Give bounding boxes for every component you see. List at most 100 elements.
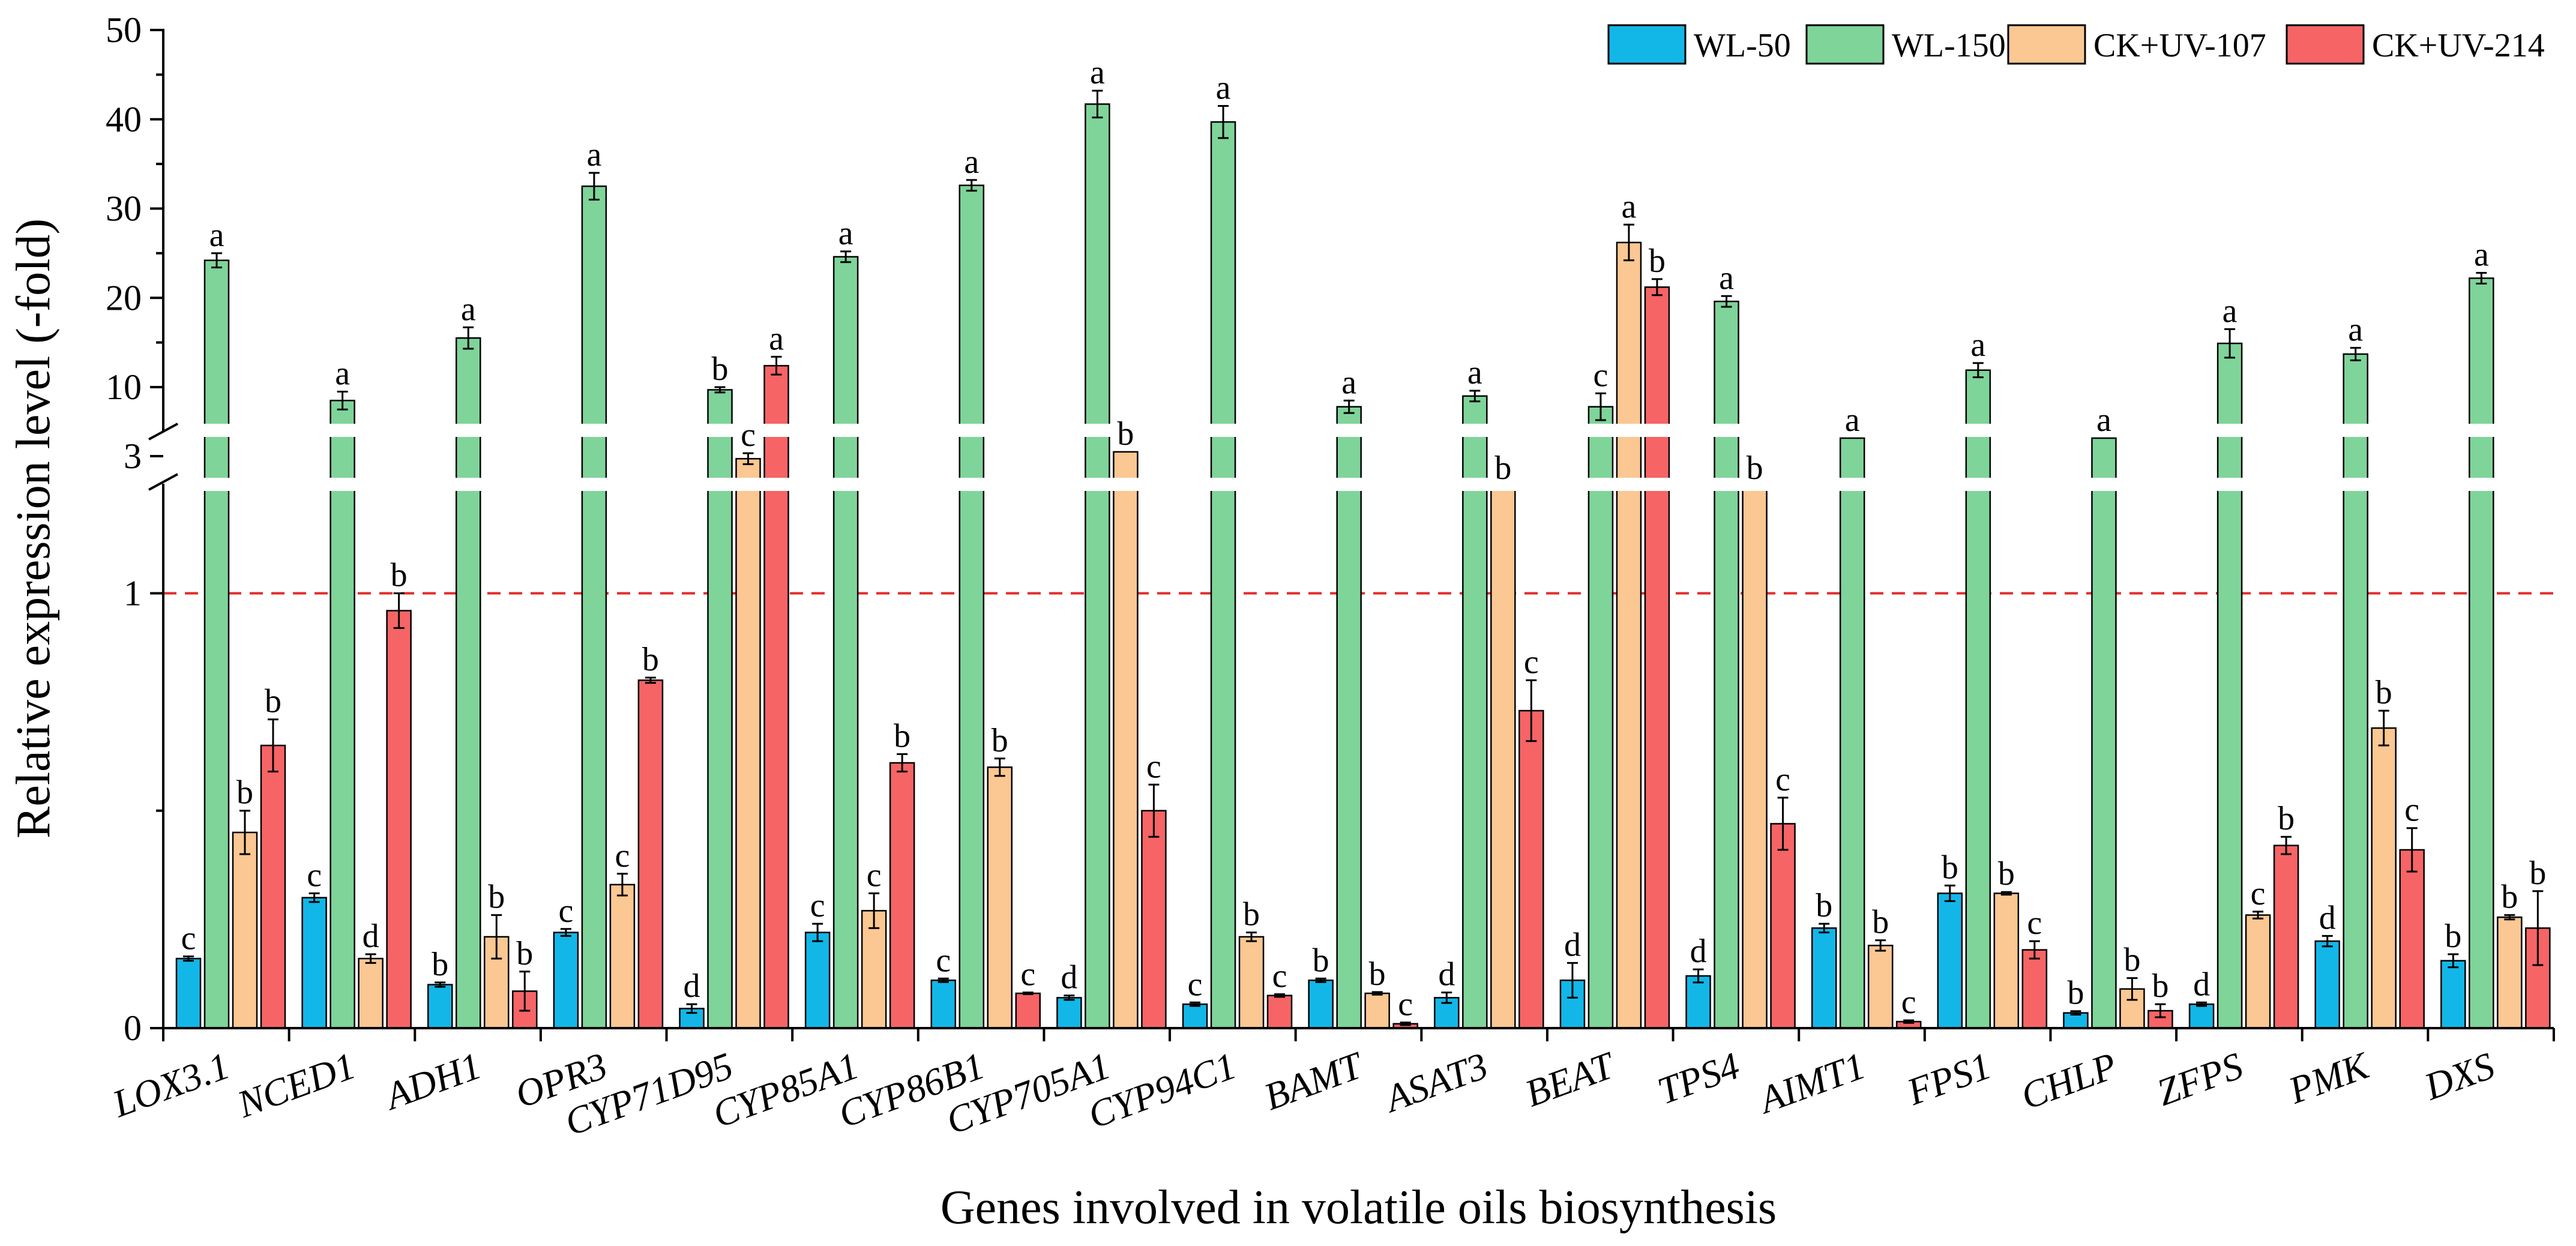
significance-letter: d [2193,966,2210,1003]
bar-zfps-ck-uv-107 [2245,914,2271,1029]
y-tick-label: 40 [106,100,142,139]
error-bar [2000,891,2012,896]
x-tick-label: BEAT [1520,1043,1622,1115]
significance-letter: c [741,417,756,454]
error-bar [1875,939,1886,952]
bar-fps1-ck-uv-214 [2021,949,2048,1029]
significance-letter: b [1747,450,1763,487]
error-bar [714,386,726,394]
legend-label: WL-50 [1694,27,1791,64]
error-bar [1469,390,1481,403]
legend-label: WL-150 [1892,27,2006,64]
error-bar [2448,953,2459,969]
error-bar [2532,890,2544,966]
bar-nced1-wl-50 [301,897,327,1029]
bar-lox3-1-ck-uv-214 [260,744,286,1029]
significance-letter: b [1117,415,1134,453]
error-bar [868,892,880,929]
bar-bamt-ck-uv-107 [1364,992,1390,1029]
bar-zfps-ck-uv-214 [2273,844,2299,1029]
x-tick-label: ADH1 [378,1044,487,1118]
error-bar [2350,347,2361,361]
significance-letter: c [307,856,322,894]
x-tick-label: DXS [2419,1044,2500,1108]
significance-letter: c [615,837,630,874]
x-tick-label: CYP94C1 [1083,1044,1242,1136]
bars-layer [167,89,2557,1029]
error-bar [1566,962,1578,999]
error-bar [812,922,823,942]
significance-letter: d [1061,959,1077,996]
error-bar [686,1003,697,1014]
bar-tps4-ck-uv-107 [1742,485,1768,1029]
error-bar [1903,1019,1915,1024]
error-bar [2029,940,2040,960]
significance-letter: b [1369,956,1386,993]
error-bar [1777,796,1789,851]
bar-nced1-ck-uv-107 [358,957,384,1029]
error-bar [1651,278,1663,296]
significance-letter: b [432,946,448,983]
bar-cyp94c1-wl-150 [1210,121,1236,1029]
legend-item: WL-50 [1607,24,1791,65]
error-bar [1022,992,1034,995]
error-bar [1218,104,1229,139]
significance-letter: d [1564,926,1581,963]
significance-letter: b [712,351,729,388]
significance-letter: b [2445,918,2461,955]
error-bar [1526,679,1537,742]
significance-letter: d [363,918,379,955]
bar-cyp71d95-ck-uv-214 [763,365,789,1029]
error-bar [2281,835,2292,855]
significance-letter: b [516,935,533,972]
error-bar [239,810,250,855]
bar-pmk-ck-uv-214 [2399,849,2425,1029]
significance-letter: c [2251,875,2266,912]
error-bar [2322,934,2333,948]
bar-pmk-wl-50 [2314,940,2340,1029]
bar-cyp85a1-wl-150 [832,256,859,1029]
error-bar [840,250,852,263]
error-bar [393,592,405,629]
error-bar [2196,1001,2207,1007]
significance-letter: c [1901,984,1916,1021]
significance-letter: c [1775,761,1790,798]
y-tick-label: 20 [106,278,142,318]
bar-tps4-wl-150 [1714,300,1739,1029]
bar-cyp85a1-ck-uv-214 [889,762,915,1029]
significance-letter: c [181,919,196,957]
significance-letter: c [1398,986,1413,1023]
bar-aimt1-ck-uv-107 [1867,945,1894,1029]
significance-letter: b [2152,968,2168,1005]
error-bar [645,676,656,684]
significance-letter: a [1341,364,1356,401]
significance-letter: b [992,722,1008,759]
error-bar [616,873,628,897]
significance-letter: b [2123,942,2140,979]
significance-letter: b [1649,242,1666,280]
error-bar [1246,931,1257,942]
x-tick-label: BAMT [1259,1043,1370,1118]
error-bar [519,971,531,1012]
x-tick-label: CHLP [2015,1044,2122,1118]
error-bar [2406,827,2418,873]
bar-opr3-wl-150 [581,185,607,1029]
significance-letter: c [936,942,951,979]
significance-letter: a [964,143,979,181]
significance-letter: a [461,290,476,328]
error-bar [966,179,977,192]
significance-letter: b [2501,879,2518,916]
error-bar [1944,884,1955,902]
bar-pmk-ck-uv-107 [2371,727,2397,1029]
error-bar [365,953,376,964]
bar-fps1-ck-uv-107 [1993,892,2020,1029]
significance-letter: b [265,683,281,720]
significance-letter: c [2027,904,2042,942]
error-bar [1693,968,1704,984]
bar-fps1-wl-150 [1965,369,1991,1029]
error-bar [742,452,754,465]
error-bar [308,892,320,903]
significance-letter: a [1845,402,1860,439]
x-axis-title: Genes involved in volatile oils biosynth… [940,1181,1777,1234]
significance-letter: a [2474,236,2489,274]
